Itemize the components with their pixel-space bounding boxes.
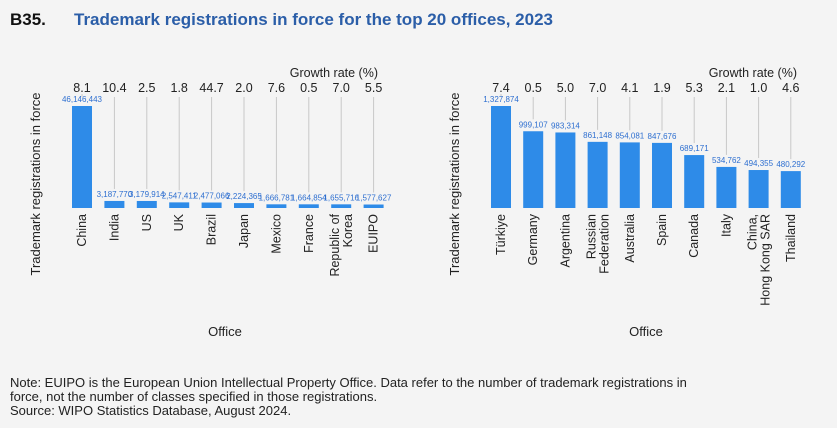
chart-2-category-label: Germany <box>526 213 540 265</box>
chart-2-bar <box>716 166 737 208</box>
chart-2-growth-rate: 2.1 <box>718 81 735 95</box>
chart-1-category-label: Japan <box>237 214 251 248</box>
chart-2-growth-rate: 4.1 <box>621 81 638 95</box>
chart-1-category-label: Republic ofKorea <box>328 213 355 276</box>
chart-2-bar <box>780 171 801 208</box>
chart-2-category-label: Australia <box>623 214 637 263</box>
chart-2-category-label: Türkiye <box>494 214 508 255</box>
chart-2-bar <box>619 142 640 208</box>
chart-1-value-label: 2,477,066 <box>194 192 230 201</box>
chart-2-category-label: RussianFederation <box>585 214 612 274</box>
figure-id: B35. <box>10 10 46 29</box>
chart-1-bar <box>266 204 287 208</box>
chart-2-bar <box>652 142 672 208</box>
chart-1-growth-rate: 10.4 <box>102 81 126 95</box>
chart-2-category-label: Spain <box>655 214 669 246</box>
chart-1-growth-rate: 8.1 <box>73 81 90 95</box>
chart-2-bar <box>491 106 511 208</box>
chart-1-bar <box>363 204 384 208</box>
chart-1-value-label: 46,146,443 <box>62 95 103 104</box>
chart-2-category-label: Canada <box>687 214 701 258</box>
chart-1-value-label: 1,655,716 <box>323 193 359 202</box>
chart-1-xlabel: Office <box>208 324 242 339</box>
chart-1-value-label: 2,547,411 <box>162 191 198 200</box>
chart-2-value-label: 854,081 <box>615 131 644 140</box>
chart-1-bar <box>72 106 92 208</box>
chart-2-value-label: 1,327,874 <box>483 95 519 104</box>
chart-2-value-label: 983,314 <box>551 121 580 130</box>
note-line-3: Source: WIPO Statistics Database, August… <box>10 403 292 418</box>
chart-1-category-label: EUIPO <box>367 214 381 253</box>
chart-2-growth-rate: 5.3 <box>686 81 703 95</box>
chart-2-growth-rate: 1.9 <box>653 81 670 95</box>
chart-2-growth-rate: 0.5 <box>525 81 542 95</box>
chart-2-value-label: 999,107 <box>519 120 548 129</box>
chart-1-category-label: China <box>75 214 89 247</box>
chart-2-bar <box>587 141 608 208</box>
chart-2-category-label: Thailand <box>784 214 798 262</box>
chart-1-bar <box>331 204 352 208</box>
chart-2-bar <box>523 131 544 208</box>
chart-1-category-label: UK <box>172 213 186 231</box>
chart-2-value-label: 847,676 <box>648 132 677 141</box>
chart-2-value-label: 689,171 <box>680 144 709 153</box>
chart-1-value-label: 1,664,854 <box>291 193 327 202</box>
figure-title: Trademark registrations in force for the… <box>74 10 553 29</box>
note-line-1: Note: EUIPO is the European Union Intell… <box>10 375 687 390</box>
chart-1-value-label: 3,179,914 <box>129 190 165 199</box>
chart-1-category-label: Mexico <box>269 214 283 254</box>
chart-2-bar <box>748 170 769 208</box>
charts-area: Trademark registrations in force Growth r… <box>28 66 806 339</box>
chart-1-category-label: France <box>302 214 316 253</box>
chart-1-bar <box>234 203 254 208</box>
chart-2-value-label: 494,355 <box>744 159 773 168</box>
chart-2-bar <box>555 132 576 208</box>
chart-2-bar <box>684 155 705 208</box>
chart-2-growth-rate: 7.0 <box>589 81 606 95</box>
chart-2-category-label: Argentina <box>558 214 572 268</box>
chart-1-growth-rate: 0.5 <box>300 81 317 95</box>
chart-2-growth-rate: 4.6 <box>782 81 799 95</box>
chart-2-growth-rate: 1.0 <box>750 81 767 95</box>
chart-1-bar <box>104 200 125 208</box>
figure-header: B35. Trademark registrations in force fo… <box>10 10 553 34</box>
note-line-2: force, not the number of classes specifi… <box>10 389 378 404</box>
chart-2-growth-rate: 7.4 <box>492 81 509 95</box>
chart-1-value-label: 1,666,781 <box>259 193 295 202</box>
chart-1-growth-rate: 2.0 <box>235 81 252 95</box>
chart-1-bar <box>201 202 222 208</box>
chart-2-value-label: 861,148 <box>583 131 612 140</box>
chart-2-ylabel: Trademark registrations in force <box>447 92 462 275</box>
chart-1-growth-rate: 1.8 <box>171 81 188 95</box>
chart-1-growth-rate: 5.5 <box>365 81 382 95</box>
chart-2-value-label: 534,762 <box>712 156 741 165</box>
chart-2-category-label: Italy <box>719 213 733 237</box>
chart-1-growth-rate: 7.6 <box>268 81 285 95</box>
note-block: Note: EUIPO is the European Union Intell… <box>10 376 820 418</box>
chart-1-growth-rate: 7.0 <box>333 81 350 95</box>
chart-1-value-label: 2,224,365 <box>226 192 262 201</box>
chart-1-category-label: Brazil <box>205 214 219 245</box>
chart-1-ylabel: Trademark registrations in force <box>28 92 43 275</box>
chart-2-category-label: China,Hong Kong SAR <box>746 214 773 306</box>
chart-2-growth-label: Growth rate (%) <box>709 66 797 80</box>
chart-1-category-label: India <box>107 214 121 241</box>
chart-2-value-label: 480,292 <box>776 160 805 169</box>
chart-2-xlabel: Office <box>629 324 663 339</box>
chart-1-category-label: US <box>140 214 154 231</box>
chart-1-bar <box>298 204 319 208</box>
chart-1-value-label: 3,187,770 <box>97 190 133 199</box>
chart-1-bar <box>136 200 157 208</box>
chart-1-growth-label: Growth rate (%) <box>290 66 378 80</box>
chart-1-growth-rate: 44.7 <box>199 81 223 95</box>
chart-1-growth-rate: 2.5 <box>138 81 155 95</box>
chart-1-bar <box>169 202 190 208</box>
chart-2-growth-rate: 5.0 <box>557 81 574 95</box>
chart-1-value-label: 1,577,627 <box>356 194 392 203</box>
